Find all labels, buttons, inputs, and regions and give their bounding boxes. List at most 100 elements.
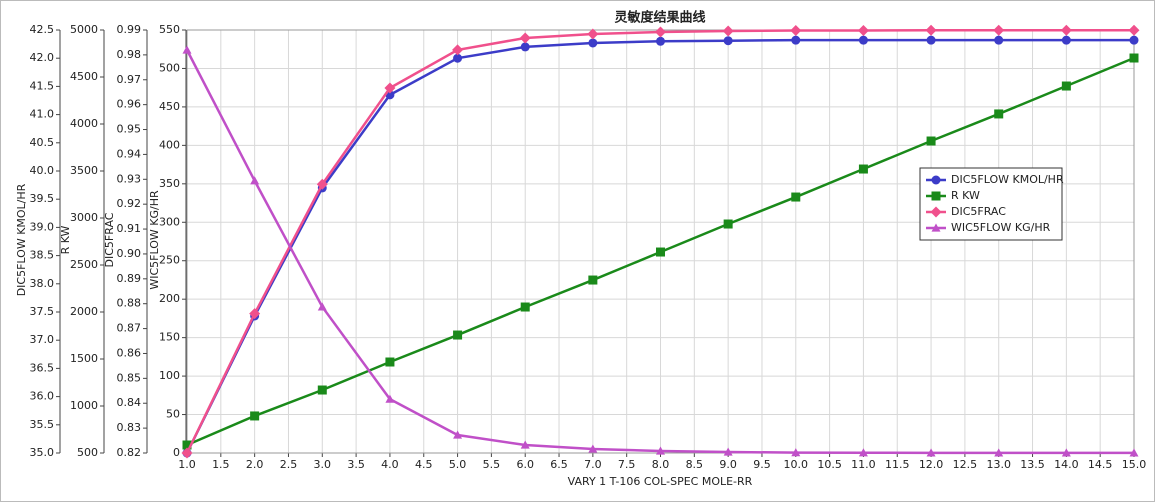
x-tick-label: 3.5 bbox=[347, 458, 365, 471]
y-tick-label: 300 bbox=[159, 215, 180, 228]
y-tick-label: 350 bbox=[159, 177, 180, 190]
x-tick-label: 5.5 bbox=[483, 458, 501, 471]
y-tick-label: 5000 bbox=[70, 23, 98, 36]
y-tick-label: 0.87 bbox=[117, 322, 142, 335]
y-tick-label: 0.96 bbox=[117, 98, 142, 111]
x-tick-label: 4.5 bbox=[415, 458, 433, 471]
x-tick-label: 3.0 bbox=[314, 458, 332, 471]
x-tick-label: 9.0 bbox=[719, 458, 737, 471]
y-tick-label: 0.89 bbox=[117, 272, 142, 285]
y-axis-label: WIC5FLOW KG/HR bbox=[148, 190, 161, 290]
x-tick-label: 13.0 bbox=[986, 458, 1011, 471]
marker bbox=[857, 24, 869, 36]
marker bbox=[925, 24, 937, 36]
marker bbox=[452, 44, 464, 56]
x-tick-label: 9.5 bbox=[753, 458, 771, 471]
y-tick-label: 450 bbox=[159, 100, 180, 113]
y-tick-label: 400 bbox=[159, 138, 180, 151]
marker bbox=[520, 440, 530, 449]
marker bbox=[1061, 35, 1071, 45]
y-tick-label: 2000 bbox=[70, 305, 98, 318]
x-tick-label: 6.0 bbox=[516, 458, 534, 471]
x-tick-label: 14.0 bbox=[1054, 458, 1079, 471]
marker bbox=[385, 394, 395, 403]
chart-title: 灵敏度结果曲线 bbox=[614, 10, 705, 26]
marker bbox=[182, 440, 192, 450]
y-tick-label: 36.5 bbox=[30, 361, 55, 374]
y-tick-label: 3500 bbox=[70, 164, 98, 177]
y-tick-label: 0.91 bbox=[117, 222, 142, 235]
legend-label: R KW bbox=[951, 189, 980, 202]
legend-label: DIC5FRAC bbox=[951, 205, 1006, 218]
marker bbox=[931, 191, 941, 201]
marker bbox=[858, 448, 868, 457]
y-tick-label: 41.0 bbox=[30, 108, 55, 121]
x-tick-label: 2.5 bbox=[280, 458, 298, 471]
x-tick-label: 5.0 bbox=[449, 458, 467, 471]
y-tick-label: 0.83 bbox=[117, 421, 142, 434]
marker bbox=[588, 275, 598, 285]
y-tick-label: 2500 bbox=[70, 258, 98, 271]
marker bbox=[994, 448, 1004, 457]
marker bbox=[316, 178, 328, 190]
marker bbox=[931, 223, 941, 232]
x-tick-label: 11.0 bbox=[851, 458, 876, 471]
marker bbox=[994, 109, 1004, 119]
y-tick-label: 1000 bbox=[70, 399, 98, 412]
marker bbox=[931, 175, 941, 185]
marker bbox=[385, 357, 395, 367]
y-tick-label: 0 bbox=[173, 446, 180, 459]
y-tick-label: 39.5 bbox=[30, 192, 55, 205]
x-tick-label: 8.5 bbox=[686, 458, 704, 471]
x-tick-label: 1.5 bbox=[212, 458, 230, 471]
x-tick-label: 8.0 bbox=[652, 458, 670, 471]
marker bbox=[926, 448, 936, 457]
x-tick-label: 11.5 bbox=[885, 458, 910, 471]
x-tick-label: 13.5 bbox=[1020, 458, 1045, 471]
y-tick-label: 0.90 bbox=[117, 247, 142, 260]
marker bbox=[317, 385, 327, 395]
y-tick-label: 38.5 bbox=[30, 249, 55, 262]
marker bbox=[1129, 53, 1139, 63]
marker bbox=[519, 32, 531, 44]
x-tick-label: 10.5 bbox=[817, 458, 842, 471]
y-tick-label: 38.0 bbox=[30, 277, 55, 290]
marker bbox=[384, 82, 396, 94]
y-tick-label: 41.5 bbox=[30, 79, 55, 92]
y-tick-label: 0.84 bbox=[117, 396, 142, 409]
y-tick-label: 0.97 bbox=[117, 73, 142, 86]
marker bbox=[791, 35, 801, 45]
y-tick-label: 39.0 bbox=[30, 220, 55, 233]
marker bbox=[181, 447, 193, 459]
y-tick-label: 0.98 bbox=[117, 48, 142, 61]
marker bbox=[993, 24, 1005, 36]
y-axis-label: DIC5FLOW KMOL/HR bbox=[15, 183, 28, 296]
y-tick-label: 0.95 bbox=[117, 123, 142, 136]
marker bbox=[588, 444, 598, 453]
legend-label: DIC5FLOW KMOL/HR bbox=[951, 173, 1064, 186]
y-axis-label: DIC5FRAC bbox=[103, 212, 116, 267]
marker bbox=[1128, 24, 1140, 36]
y-tick-label: 50 bbox=[166, 408, 180, 421]
marker bbox=[926, 35, 936, 45]
y-tick-label: 0.94 bbox=[117, 147, 142, 160]
y-tick-label: 250 bbox=[159, 254, 180, 267]
y-tick-label: 0.93 bbox=[117, 172, 142, 185]
y-tick-label: 37.5 bbox=[30, 305, 55, 318]
marker bbox=[1061, 81, 1071, 91]
x-tick-label: 15.0 bbox=[1122, 458, 1147, 471]
y-tick-label: 0.92 bbox=[117, 197, 142, 210]
y-axis-label: R KW bbox=[59, 225, 72, 254]
marker bbox=[453, 430, 463, 439]
y-tick-label: 36.0 bbox=[30, 390, 55, 403]
marker bbox=[1060, 24, 1072, 36]
marker bbox=[791, 448, 801, 457]
marker bbox=[791, 192, 801, 202]
marker bbox=[453, 330, 463, 340]
x-axis-label: VARY 1 T-106 COL-SPEC MOLE-RR bbox=[568, 475, 753, 488]
y-tick-label: 0.82 bbox=[117, 446, 142, 459]
legend-label: WIC5FLOW KG/HR bbox=[951, 221, 1051, 234]
marker bbox=[656, 446, 665, 455]
x-tick-label: 7.5 bbox=[618, 458, 636, 471]
